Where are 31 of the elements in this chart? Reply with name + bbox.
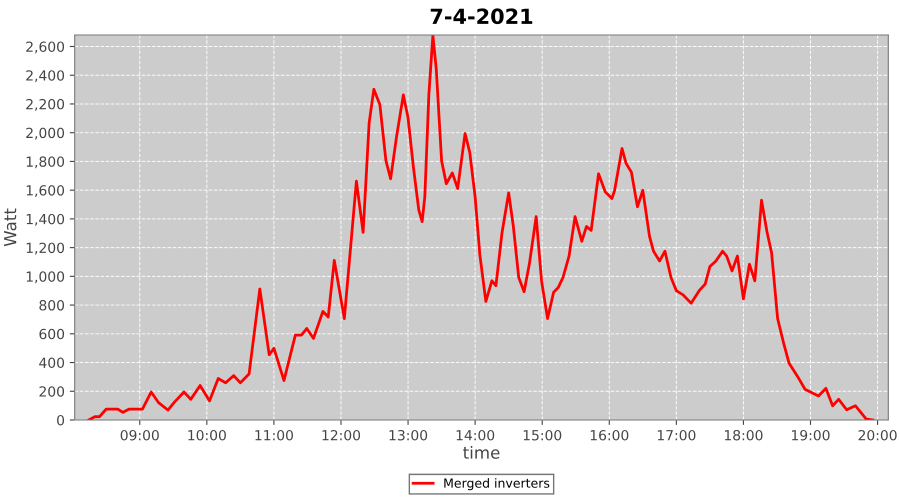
y-tick-label: 1,000 <box>26 271 64 284</box>
x-tick-label: 19:00 <box>792 430 830 440</box>
y-tick-label: 0 <box>57 414 64 426</box>
x-tick-label: 13:00 <box>390 430 428 440</box>
y-tick-label: 2,600 <box>26 41 64 54</box>
x-tick-label: 18:00 <box>724 430 763 440</box>
x-axis-title: time <box>463 446 500 459</box>
y-tick-label: 1,600 <box>26 185 64 198</box>
y-tick-label: 800 <box>39 300 64 311</box>
x-tick-label: 15:00 <box>524 430 562 440</box>
x-tick-label: 17:00 <box>658 430 696 440</box>
x-tick-label: 12:00 <box>322 430 360 440</box>
y-tick-label: 1,800 <box>26 156 64 168</box>
x-tick-label: 20:00 <box>858 430 897 440</box>
x-tick-label: 11:00 <box>255 430 293 440</box>
y-tick-label: 600 <box>39 328 64 340</box>
y-tick-label: 1,200 <box>26 242 64 255</box>
legend-label: Merged inverters <box>444 478 550 490</box>
x-tick-label: 16:00 <box>590 430 628 440</box>
y-tick-label: 400 <box>39 358 64 368</box>
y-axis-title: Watt <box>4 208 16 246</box>
line-series <box>87 35 874 420</box>
y-tick-label: 1,400 <box>26 214 64 226</box>
y-tick-label: 2,400 <box>26 70 64 82</box>
y-tick-label: 2,200 <box>26 98 64 111</box>
x-tick-label: 09:00 <box>120 430 159 440</box>
chart-title: 7-4-2021 <box>430 8 532 24</box>
x-tick-label: 14:00 <box>456 430 494 440</box>
y-tick-label: 2,000 <box>26 128 64 140</box>
x-tick-label: 10:00 <box>188 430 226 440</box>
y-tick-label: 200 <box>39 386 64 397</box>
